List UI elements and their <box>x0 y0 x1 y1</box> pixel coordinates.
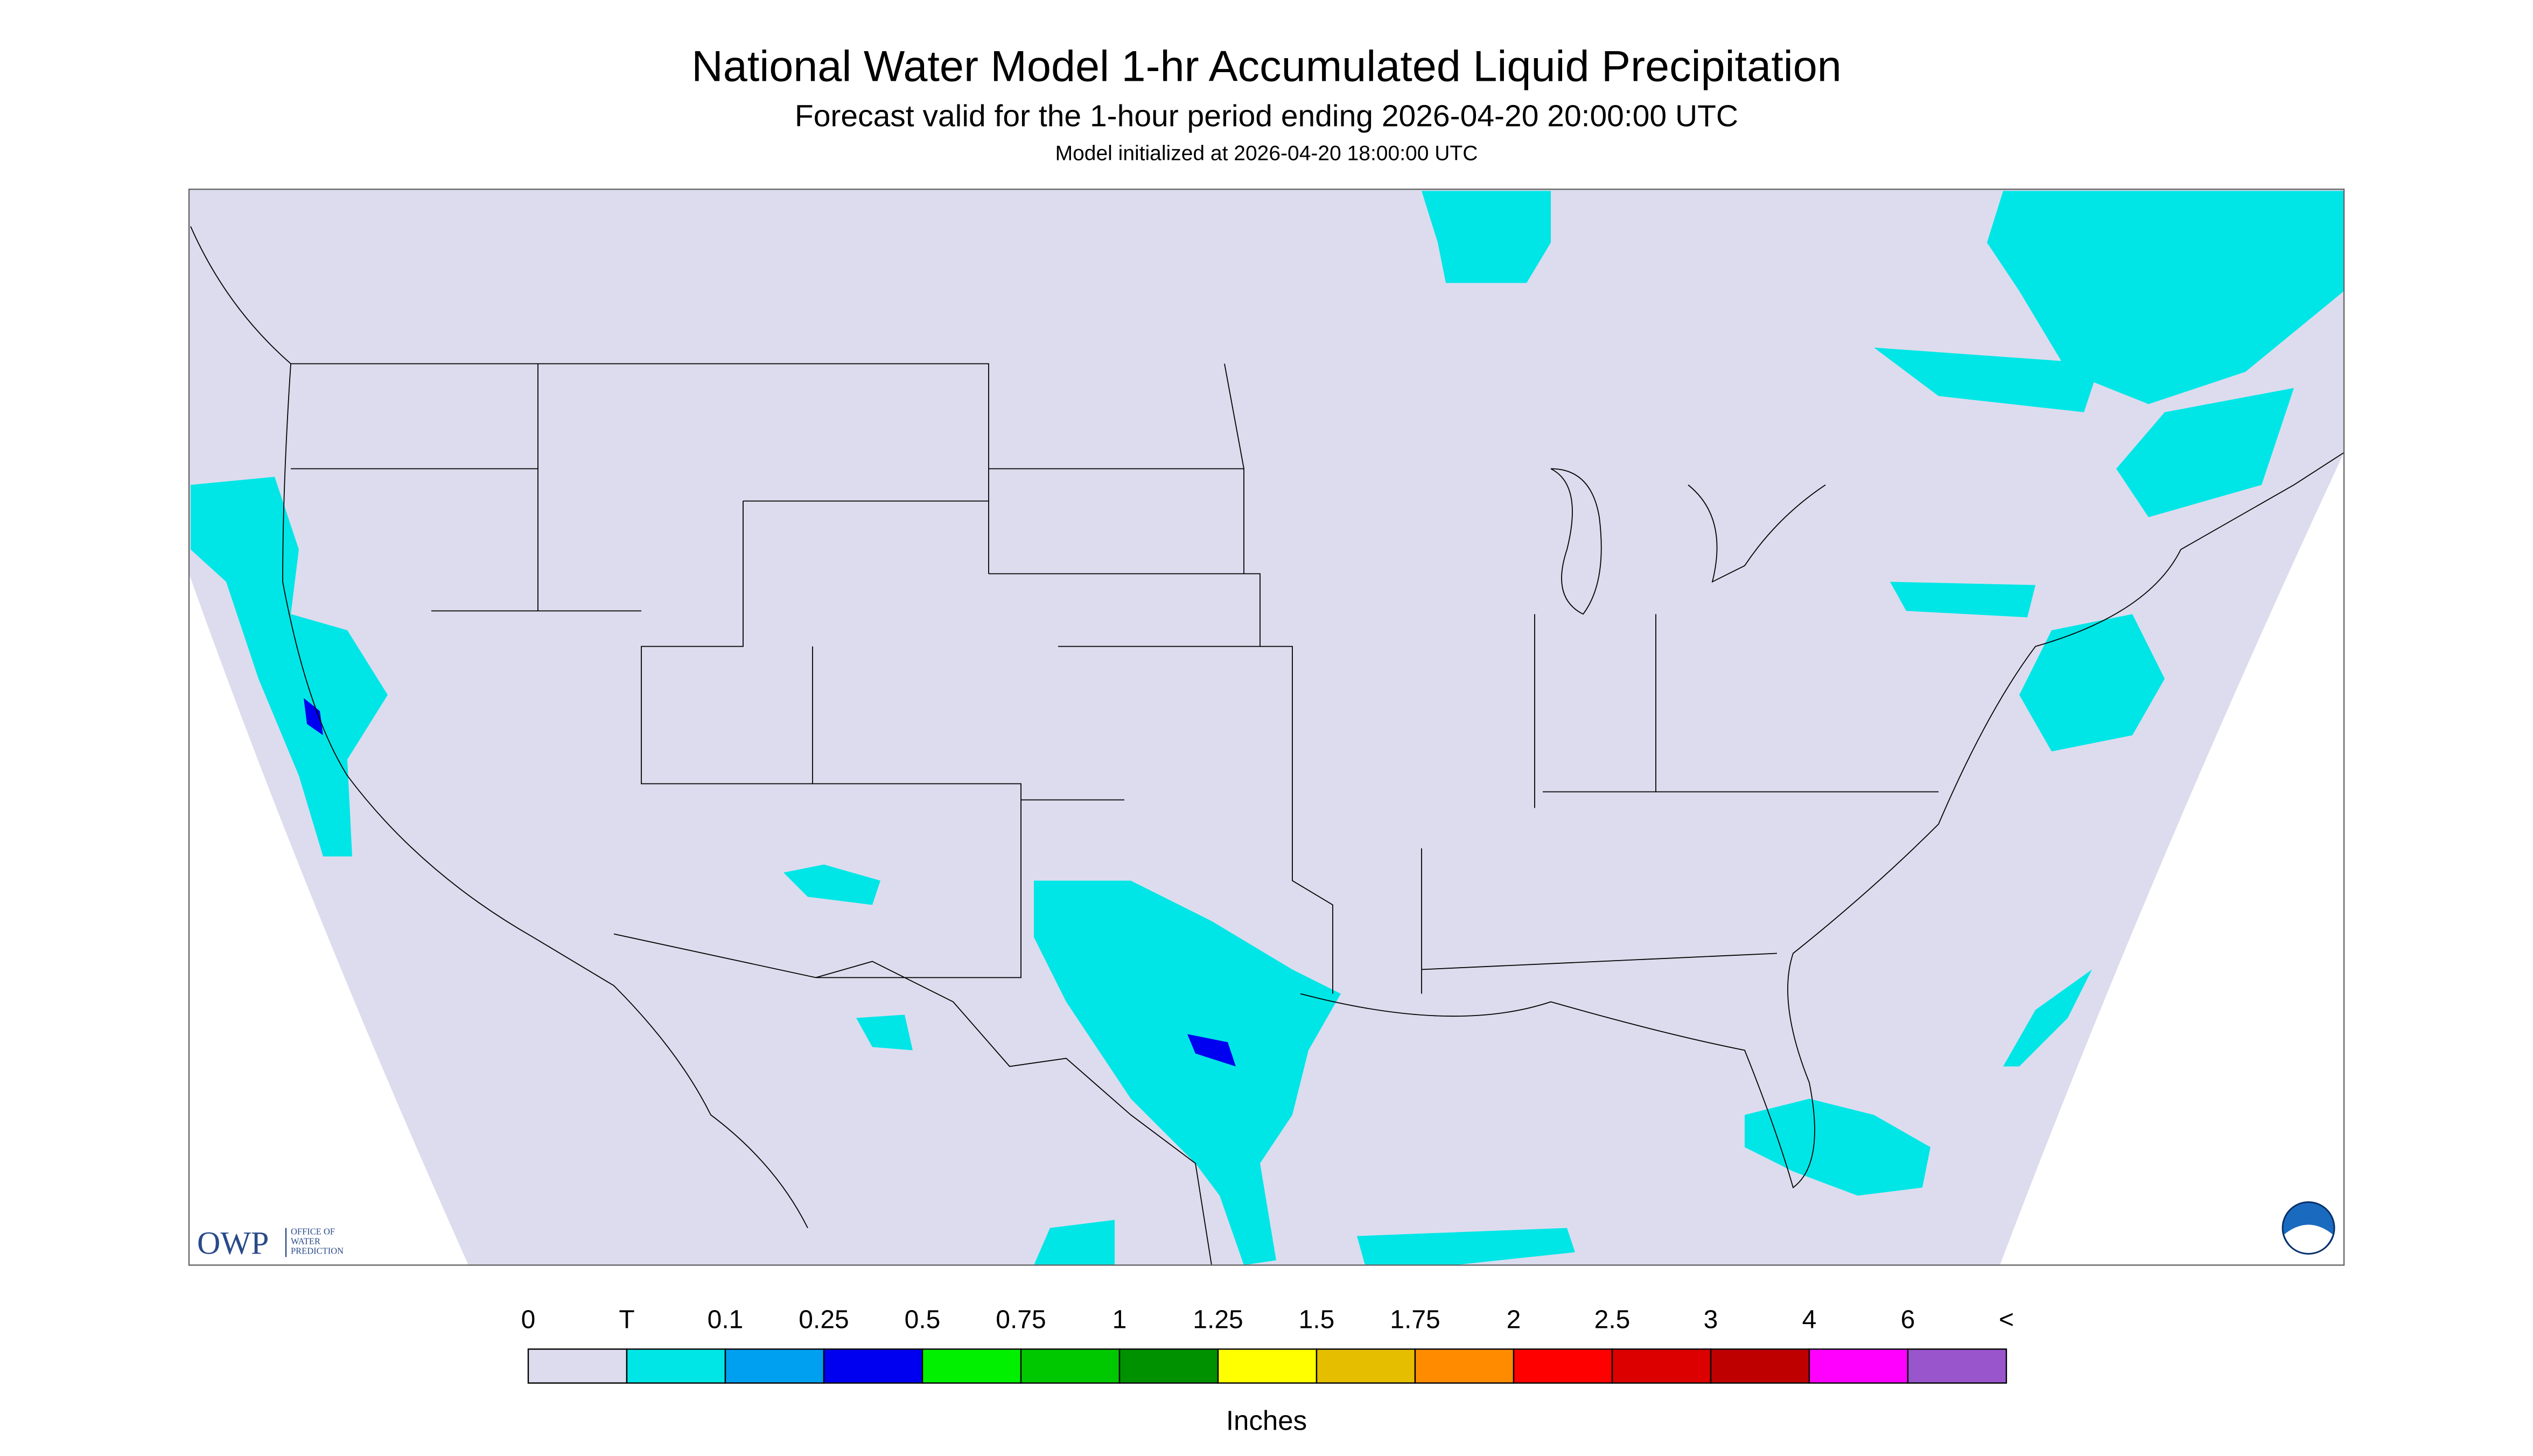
logo-office-line: OFFICE OF <box>291 1227 335 1237</box>
legend-units: Inches <box>1226 1405 1307 1436</box>
legend-swatch <box>626 1348 726 1384</box>
legend-label: 1.75 <box>1390 1306 1440 1334</box>
legend-swatch <box>1217 1348 1318 1384</box>
title: National Water Model 1-hr Accumulated Li… <box>691 43 1842 91</box>
precip <box>1357 1228 1575 1265</box>
legend-label: 6 <box>1901 1306 1915 1334</box>
coastline <box>190 226 808 1228</box>
precip <box>783 864 880 905</box>
precip-heavy <box>304 698 1236 1067</box>
precip <box>1034 880 1341 1265</box>
border <box>613 933 1212 1265</box>
legend-swatch <box>1513 1348 1613 1384</box>
subtitle: Forecast valid for the 1-hour period end… <box>795 99 1738 134</box>
legend-swatch <box>1414 1348 1515 1384</box>
legend-label: 4 <box>1802 1306 1817 1334</box>
logo-office-line: WATER <box>291 1236 320 1247</box>
legend-label: 0.5 <box>905 1306 941 1334</box>
legend-swatch <box>724 1348 825 1384</box>
noaa-gull <box>2284 1224 2333 1254</box>
legend-label: 2 <box>1507 1306 1521 1334</box>
precip-areas <box>191 191 2344 1265</box>
great-lakes <box>1550 468 1826 615</box>
map-domain <box>189 189 2344 1265</box>
legend-label: 2.5 <box>1594 1306 1631 1334</box>
state-lines <box>291 363 1939 994</box>
legend-swatch <box>1118 1348 1219 1384</box>
logo-office-line: PREDICTION <box>291 1246 344 1256</box>
precip <box>191 477 388 857</box>
precip <box>2003 969 2092 1067</box>
legend-swatch <box>1808 1348 1909 1384</box>
legend-swatch <box>527 1348 628 1384</box>
precip <box>1034 1220 1115 1265</box>
coastline <box>1300 452 2345 1189</box>
legend-swatch <box>823 1348 923 1384</box>
init-time: Model initialized at 2026-04-20 18:00:00… <box>1055 142 1478 165</box>
legend-label: 1.5 <box>1299 1306 1335 1334</box>
precip <box>1187 1034 1236 1067</box>
legend-swatch <box>1020 1348 1121 1384</box>
legend-swatch <box>1907 1348 2007 1384</box>
legend-label: 0 <box>521 1306 536 1334</box>
precip <box>2116 388 2294 517</box>
legend-label: 0.75 <box>996 1306 1046 1334</box>
legend-label: 1 <box>1112 1306 1127 1334</box>
legend-swatch <box>921 1348 1022 1384</box>
precip <box>1745 1098 1930 1196</box>
precip <box>2019 614 2165 752</box>
boundaries <box>190 226 2345 1265</box>
logo-owp: OWP <box>197 1226 269 1261</box>
noaa-ring <box>2282 1201 2335 1255</box>
map-frame <box>188 188 2345 1266</box>
legend-swatch <box>1316 1348 1416 1384</box>
precip <box>1874 347 2100 412</box>
legend-swatch <box>1611 1348 1712 1384</box>
legend-label: 0.25 <box>799 1306 849 1334</box>
precip <box>304 698 323 736</box>
legend-label: < <box>1999 1306 2014 1334</box>
noaa-logo <box>2282 1201 2335 1255</box>
precip <box>1422 191 1551 283</box>
legend-label: 0.1 <box>708 1306 744 1334</box>
legend-swatch <box>1710 1348 1810 1384</box>
precip <box>1987 191 2344 404</box>
legend: 0 T 0.1 0.25 0.5 0.75 1 1.25 1.5 1.75 2 2.5 3 4 6 < <box>521 1306 2014 1384</box>
legend-label: T <box>619 1306 634 1334</box>
precip <box>1890 582 2035 618</box>
precip <box>856 1014 913 1051</box>
legend-label: 3 <box>1704 1306 1718 1334</box>
legend-label: 1.25 <box>1193 1306 1243 1334</box>
